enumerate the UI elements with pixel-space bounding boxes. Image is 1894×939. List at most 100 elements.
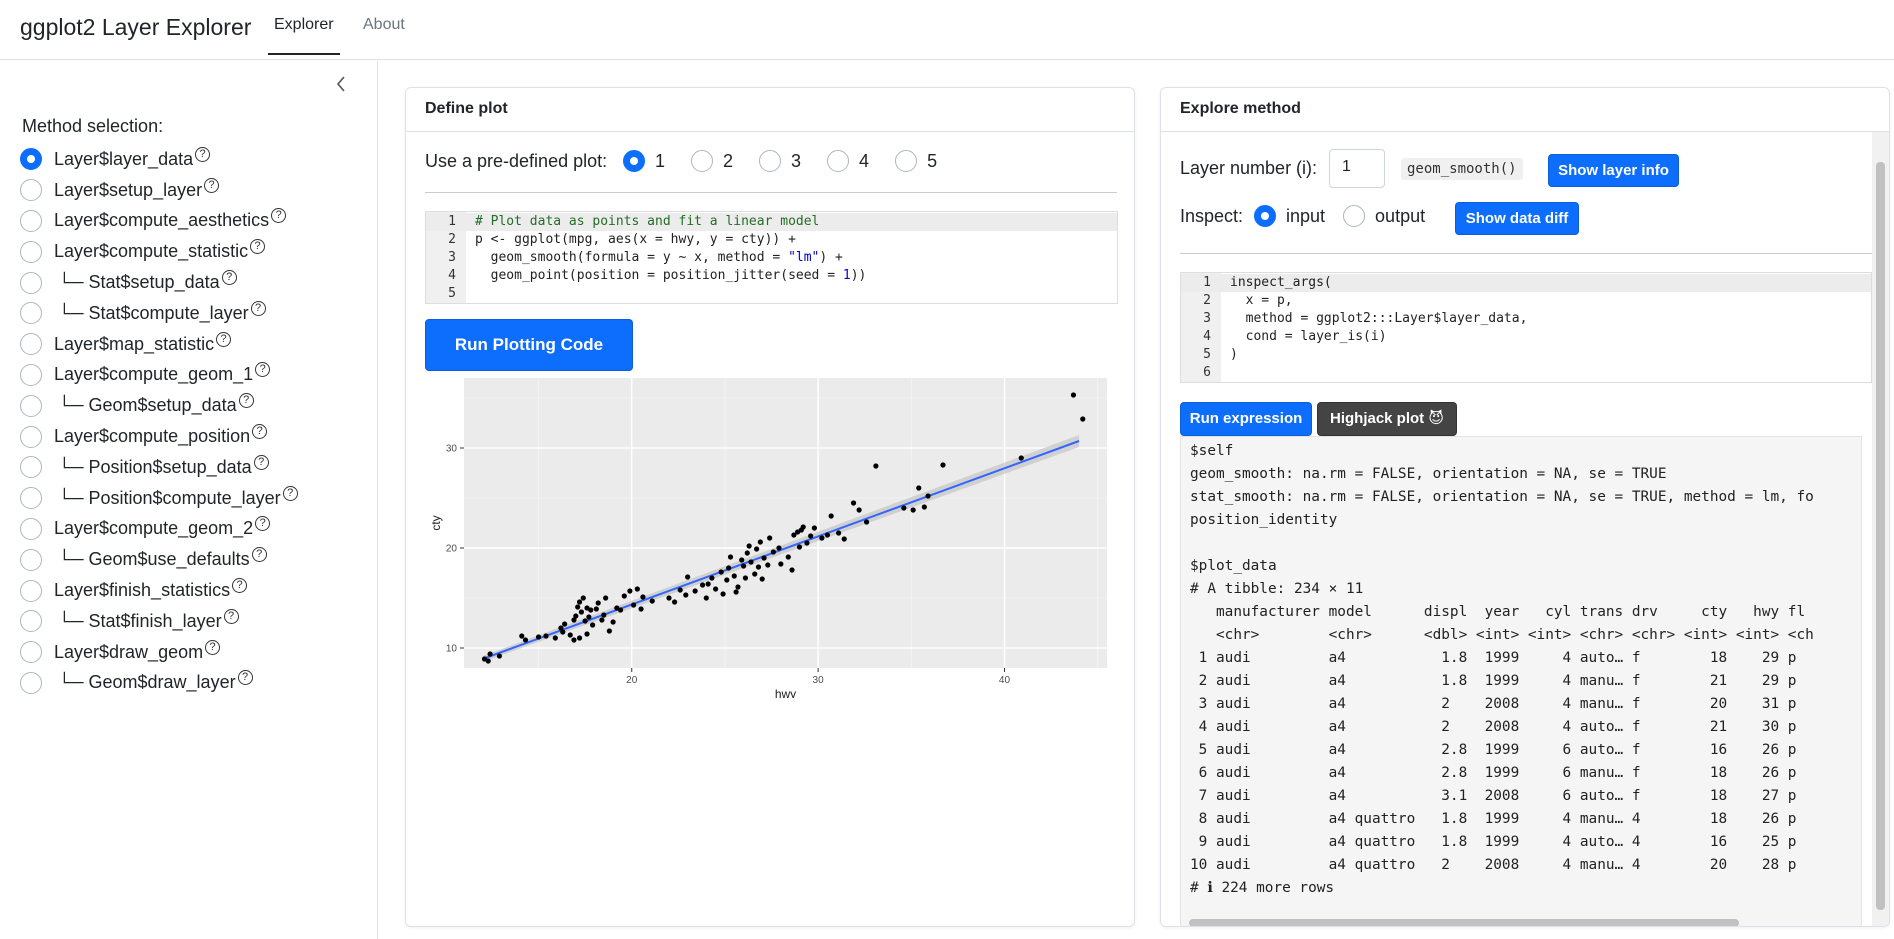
output-line: 2 audi a4 1.8 1999 4 manu… f 21 29 p (1190, 673, 1797, 689)
code-text: x = p, (1230, 293, 1293, 308)
method-label: Layer$compute_aesthetics (54, 210, 270, 231)
method-option[interactable]: └─ Position$setup_data? (20, 452, 298, 483)
inspect-label: Inspect: (1180, 206, 1244, 226)
method-radio[interactable] (20, 363, 42, 386)
data-point (666, 595, 672, 601)
method-option[interactable]: Layer$compute_statistic? (20, 236, 298, 267)
method-radio[interactable] (20, 579, 42, 602)
data-point (571, 637, 577, 643)
show-data-diff-button[interactable]: Show data diff (1455, 202, 1579, 235)
plot-option-label: 3 (791, 150, 802, 171)
run-expression-button[interactable]: Run expression (1180, 402, 1312, 436)
help-icon[interactable]: ? (232, 578, 248, 594)
code-text: geom_smooth(formula = y ~ x, method = "l… (475, 250, 843, 265)
method-radio[interactable] (20, 148, 42, 171)
data-point (804, 540, 810, 546)
data-point (824, 532, 831, 538)
method-label: └─ Geom$setup_data (58, 395, 237, 416)
help-icon[interactable]: ? (253, 454, 269, 470)
method-radio[interactable] (20, 179, 42, 202)
plot-option-radio[interactable] (759, 150, 782, 172)
method-option[interactable]: Layer$map_statistic? (20, 329, 298, 360)
method-option[interactable]: Layer$compute_geom_2? (20, 514, 298, 545)
method-radio[interactable] (20, 425, 42, 448)
help-icon[interactable]: ? (216, 331, 232, 347)
chevron-left-icon[interactable] (335, 75, 347, 99)
help-icon[interactable]: ? (282, 485, 298, 501)
plot-option-radio[interactable] (623, 150, 645, 172)
method-radio[interactable] (20, 487, 42, 510)
method-option[interactable]: └─ Geom$use_defaults? (20, 544, 298, 575)
method-radio[interactable] (20, 302, 42, 325)
method-radio[interactable] (20, 517, 42, 540)
method-option[interactable]: Layer$compute_geom_1? (20, 360, 298, 391)
inspect-code-editor[interactable]: 1 inspect_args(2 x = p, 3 method = ggplot2… (1180, 272, 1872, 383)
method-option[interactable]: Layer$compute_position? (20, 421, 298, 452)
plot-option-radio[interactable] (691, 150, 714, 172)
method-radio[interactable] (20, 548, 42, 571)
method-option[interactable]: └─ Geom$draw_layer? (20, 668, 298, 699)
method-radio[interactable] (20, 641, 42, 664)
help-icon[interactable]: ? (195, 146, 211, 162)
data-point (921, 504, 927, 510)
horizontal-scrollbar-thumb[interactable] (1189, 919, 1739, 926)
data-point (800, 524, 806, 530)
method-option[interactable]: Layer$layer_data? (20, 144, 298, 175)
help-icon[interactable]: ? (255, 516, 271, 532)
data-point (733, 589, 739, 595)
method-option[interactable]: └─ Stat$compute_layer? (20, 298, 298, 329)
method-radio[interactable] (20, 610, 42, 633)
highjack-plot-button[interactable]: Highjack plot 😈 (1317, 402, 1457, 436)
plot-option-label: 5 (927, 150, 938, 171)
console-output[interactable]: # ℹ 224 more rows 10 audi a4 quattro 2 20… (1180, 436, 1862, 926)
vertical-scrollbar[interactable] (1872, 132, 1889, 926)
method-radio[interactable] (20, 209, 42, 232)
data-point (709, 575, 715, 581)
help-icon[interactable]: ? (238, 393, 254, 409)
tab-explorer[interactable]: Explorer (268, 16, 340, 55)
help-icon[interactable]: ? (271, 208, 287, 224)
layer-number-input[interactable]: 1 (1329, 149, 1385, 188)
data-point (705, 581, 711, 587)
run-plotting-code-button[interactable]: Run Plotting Code (425, 319, 633, 371)
data-point (692, 588, 698, 594)
method-radio[interactable] (20, 240, 42, 263)
method-radio[interactable] (20, 333, 42, 356)
method-option[interactable]: Layer$compute_aesthetics? (20, 206, 298, 237)
help-icon[interactable]: ? (250, 300, 266, 316)
tab-about[interactable]: About (363, 16, 405, 33)
help-icon[interactable]: ? (250, 239, 266, 255)
method-radio[interactable] (20, 456, 42, 479)
help-icon[interactable]: ? (251, 547, 267, 563)
help-icon[interactable]: ? (223, 608, 239, 624)
method-option[interactable]: └─ Geom$setup_data? (20, 390, 298, 421)
help-icon[interactable]: ? (237, 670, 253, 686)
method-radio[interactable] (20, 671, 42, 694)
help-icon[interactable]: ? (205, 639, 221, 655)
help-icon[interactable]: ? (252, 424, 268, 440)
output-line: 1 audi a4 1.8 1999 4 auto… f 18 29 p (1190, 650, 1797, 666)
inspect-output-radio[interactable] (1343, 205, 1366, 227)
help-icon[interactable]: ? (221, 270, 237, 286)
show-layer-info-button[interactable]: Show layer info (1548, 154, 1679, 187)
data-point (778, 561, 784, 567)
help-icon[interactable]: ? (255, 362, 271, 378)
method-option[interactable]: └─ Stat$setup_data? (20, 267, 298, 298)
method-radio[interactable] (20, 394, 42, 417)
help-icon[interactable]: ? (204, 177, 220, 193)
plot-code-editor[interactable]: 1 # Plot data as points and fit a linear … (425, 211, 1118, 304)
method-option[interactable]: └─ Position$compute_layer? (20, 483, 298, 514)
method-option[interactable]: Layer$setup_layer? (20, 175, 298, 206)
data-point (811, 525, 817, 531)
method-radio-group: Layer$layer_data? Layer$setup_layer? Layer… (20, 144, 298, 698)
plot-option-radio[interactable] (895, 150, 918, 172)
method-option[interactable]: Layer$draw_geom? (20, 637, 298, 668)
data-point (685, 574, 691, 580)
line-number: 6 (1203, 365, 1211, 380)
method-option[interactable]: Layer$finish_statistics? (20, 575, 298, 606)
plot-option-radio[interactable] (827, 150, 850, 172)
vertical-scrollbar-thumb[interactable] (1876, 162, 1885, 910)
method-option[interactable]: └─ Stat$finish_layer? (20, 606, 298, 637)
method-radio[interactable] (20, 271, 42, 294)
inspect-input-radio[interactable] (1254, 205, 1276, 227)
